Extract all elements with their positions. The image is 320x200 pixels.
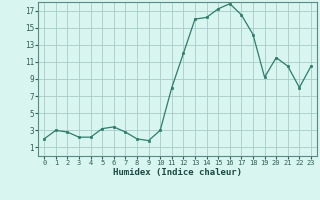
X-axis label: Humidex (Indice chaleur): Humidex (Indice chaleur) — [113, 168, 242, 177]
